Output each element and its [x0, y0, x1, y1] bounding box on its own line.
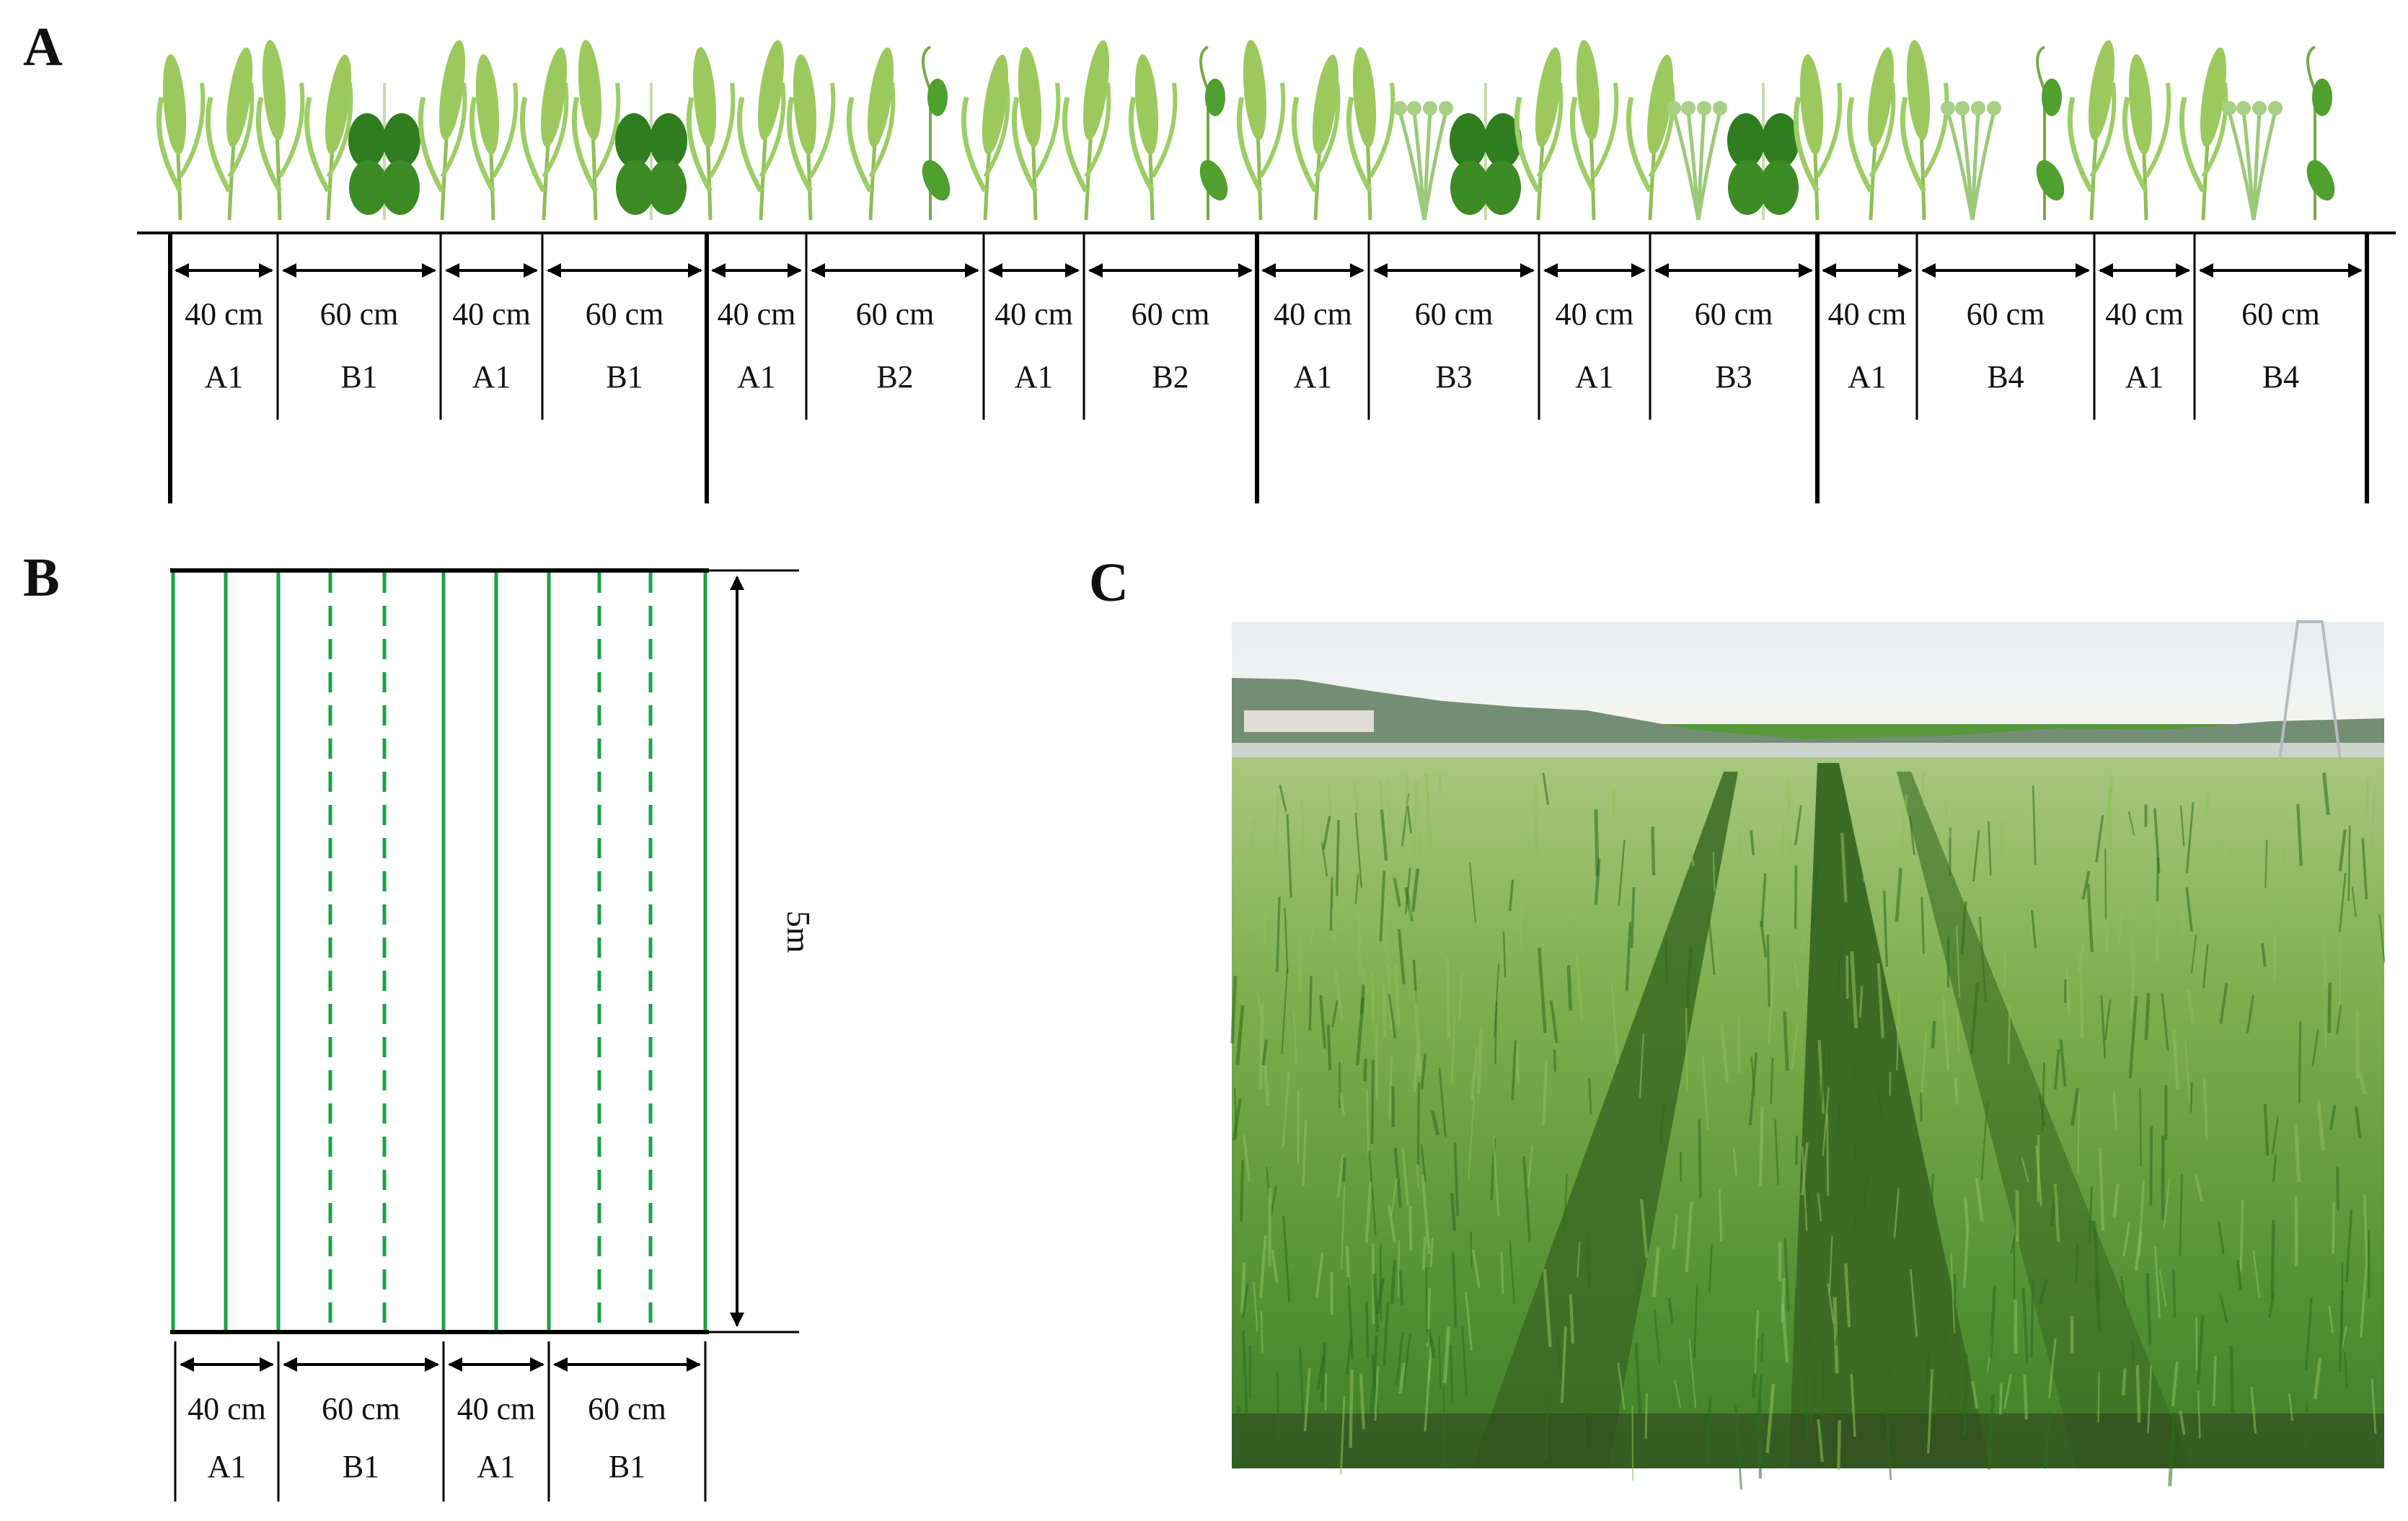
- strip-treatment-code: B1: [340, 359, 377, 394]
- vine-legume-icon: [2031, 47, 2070, 220]
- strip-width-label: 60 cm: [1695, 296, 1773, 332]
- strip-treatment-code: A1: [472, 359, 511, 394]
- panel-a-strip-labels: 40 cm A1 60 cm B1 40 cm A1 60 cm B1 40 cm A1 60 cm…: [185, 296, 2320, 394]
- strip-treatment-code: B3: [1435, 359, 1472, 394]
- wheat-plant-icon: [1014, 46, 1058, 220]
- vine-legume-icon: [2301, 47, 2340, 220]
- wheat-plant-icon: [258, 39, 302, 220]
- wheat-plant-icon: [1572, 39, 1616, 220]
- strip-width-label: 40 cm: [1828, 296, 1907, 332]
- wheat-plant-icon: [739, 39, 789, 220]
- strip-treatment-code: B4: [1987, 359, 2024, 394]
- vine-legume-icon: [1194, 47, 1233, 220]
- wheat-plant-icon: [689, 46, 733, 220]
- photo-horizon-strip: [1232, 743, 2384, 757]
- legume-plant-icon: [1727, 83, 1799, 220]
- legume-plant-icon: [615, 83, 687, 220]
- wheat-plant-icon: [1239, 39, 1283, 220]
- panel-b-strip-labels: 40 cm A1 60 cm B1 40 cm A1 60 cm B1: [175, 1341, 705, 1502]
- strip-treatment-code: A1: [477, 1449, 516, 1484]
- wheat-plant-icon: [420, 39, 470, 220]
- wheat-plant-icon: [2125, 53, 2169, 220]
- strip-width-label: 40 cm: [188, 1391, 266, 1427]
- strip-treatment-code: B1: [606, 359, 643, 394]
- strip-treatment-code: A1: [2125, 359, 2164, 394]
- field-photo: [1232, 622, 2384, 1489]
- strip-treatment-code: B2: [1152, 359, 1188, 394]
- wheat-plant-icon: [1064, 39, 1114, 220]
- wheat-plant-icon: [849, 46, 899, 220]
- strip-treatment-code: B1: [609, 1449, 645, 1484]
- strip-width-label: 40 cm: [457, 1391, 536, 1427]
- wheat-plant-icon: [472, 53, 516, 220]
- strip-treatment-code: B2: [876, 359, 913, 394]
- strip-width-label: 40 cm: [1556, 296, 1634, 332]
- wheat-plant-icon: [1131, 53, 1175, 220]
- panel-b-plot-diagram: 5m: [170, 570, 817, 1332]
- strip-treatment-code: A1: [208, 1449, 247, 1484]
- strip-width-label: 60 cm: [1132, 296, 1210, 332]
- legume-plant-icon: [348, 83, 420, 220]
- wheat-plant-icon: [2070, 39, 2120, 220]
- strip-width-label: 40 cm: [185, 296, 263, 332]
- strip-width-label: 40 cm: [1274, 296, 1352, 332]
- strip-width-label: 60 cm: [856, 296, 935, 332]
- strip-width-label: 40 cm: [452, 296, 531, 332]
- strip-width-label: 60 cm: [588, 1391, 666, 1427]
- wheat-plant-icon: [522, 46, 572, 220]
- strip-treatment-code: A1: [1848, 359, 1887, 394]
- panel-b-crop-rows: [173, 573, 705, 1330]
- vine-legume-icon: [917, 47, 956, 220]
- wheat-plant-icon: [1517, 46, 1566, 220]
- panel-a-letter: A: [23, 17, 63, 77]
- wheat-plant-icon: [963, 53, 1013, 220]
- plot-length-label: 5m: [780, 911, 817, 953]
- wheat-plant-icon: [1849, 46, 1899, 220]
- strip-treatment-code: A1: [1015, 359, 1054, 394]
- wheat-plant-icon: [1628, 53, 1678, 220]
- strip-width-label: 60 cm: [2241, 296, 2320, 332]
- wheat-plant-icon: [1796, 53, 1840, 220]
- wheat-plant-icon: [789, 53, 833, 220]
- strip-treatment-code: A1: [1575, 359, 1614, 394]
- legume-plant-icon: [1450, 83, 1522, 220]
- photo-buildings: [1244, 710, 1374, 732]
- wheat-plant-icon: [574, 39, 618, 220]
- panel-a-plant-illustrations: [159, 39, 2340, 220]
- grass-legume-icon: [2222, 101, 2283, 220]
- strip-width-label: 60 cm: [1415, 296, 1494, 332]
- strip-width-label: 60 cm: [586, 296, 664, 332]
- grass-legume-icon: [1941, 101, 2001, 220]
- strip-width-label: 40 cm: [718, 296, 796, 332]
- wheat-plant-icon: [1902, 39, 1946, 220]
- strip-treatment-code: A1: [205, 359, 244, 394]
- strip-width-label: 40 cm: [994, 296, 1073, 332]
- strip-width-label: 40 cm: [2105, 296, 2184, 332]
- strip-treatment-code: A1: [1294, 359, 1333, 394]
- strip-treatment-code: B4: [2262, 359, 2299, 394]
- panel-c-letter: C: [1089, 552, 1129, 613]
- strip-treatment-code: B3: [1715, 359, 1752, 394]
- wheat-plant-icon: [208, 46, 257, 220]
- strip-width-label: 60 cm: [322, 1391, 400, 1427]
- strip-width-label: 60 cm: [320, 296, 399, 332]
- wheat-plant-icon: [1349, 46, 1393, 220]
- wheat-plant-icon: [1294, 53, 1344, 220]
- wheat-plant-icon: [2182, 46, 2231, 220]
- wheat-plant-icon: [159, 53, 203, 220]
- strip-treatment-code: B1: [343, 1449, 379, 1484]
- strip-treatment-code: A1: [737, 359, 776, 394]
- grass-legume-icon: [1667, 101, 1727, 220]
- strip-width-label: 60 cm: [1967, 296, 2045, 332]
- panel-b-letter: B: [23, 547, 60, 608]
- grass-legume-icon: [1393, 101, 1453, 220]
